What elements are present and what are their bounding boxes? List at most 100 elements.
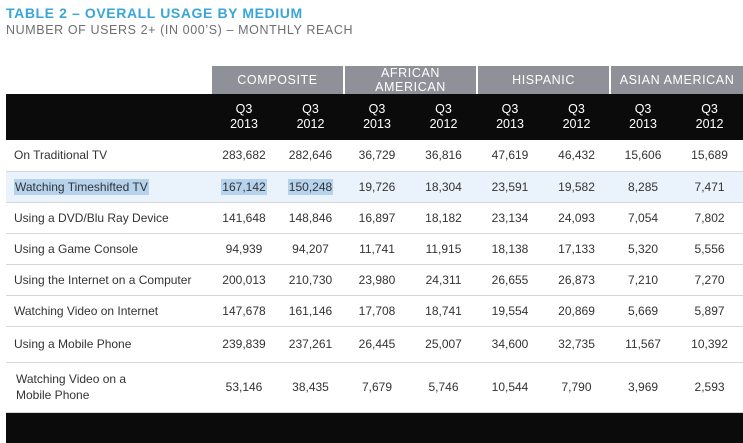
row-label: Using a DVD/Blu Ray Device <box>6 202 211 234</box>
table-cell: 17,708 <box>344 295 410 327</box>
table-row: Using a Game Console 94,939 94,207 11,74… <box>6 233 743 265</box>
row-label: On Traditional TV <box>6 140 211 172</box>
table-cell: 148,846 <box>277 202 344 234</box>
table-cell: 36,816 <box>410 140 478 172</box>
table-cell: 10,392 <box>676 326 743 363</box>
table-cell: 7,270 <box>676 264 743 296</box>
table-cell: 11,567 <box>610 326 677 363</box>
table-cell: 11,741 <box>344 233 410 265</box>
table-cell: 210,730 <box>277 264 344 296</box>
table-cell: 237,261 <box>277 326 344 363</box>
group-header-asian-american: ASIAN AMERICAN <box>609 66 743 94</box>
table-subtitle: NUMBER OF USERS 2+ (IN 000’S) – MONTHLY … <box>6 23 354 37</box>
table-cell: 5,897 <box>676 295 743 327</box>
row-label: Using a Mobile Phone <box>6 326 211 363</box>
table-cell: 23,134 <box>477 202 544 234</box>
table-cell: 15,606 <box>610 140 677 172</box>
table-row: Using a Mobile Phone 239,839 237,261 26,… <box>6 326 743 363</box>
table-cell: 32,735 <box>543 326 611 363</box>
table-cell: 18,741 <box>410 295 478 327</box>
table-cell: 150,248 <box>277 171 344 203</box>
selected-text[interactable]: Watching Timeshifted TV <box>14 178 149 195</box>
table-cell: 19,726 <box>344 171 410 203</box>
table-row: Watching Timeshifted TV 167,142 150,248 … <box>6 171 743 203</box>
table-cell: 7,054 <box>610 202 677 234</box>
table-title: TABLE 2 – OVERALL USAGE BY MEDIUM <box>6 5 303 21</box>
table-cell: 19,582 <box>543 171 611 203</box>
selected-text[interactable]: 150,248 <box>287 178 334 195</box>
table-cell: 7,471 <box>676 171 743 203</box>
table-cell: 3,969 <box>610 362 677 413</box>
table-cell: 2,593 <box>676 362 743 413</box>
table-cell: 10,544 <box>477 362 544 413</box>
table-cell: 5,320 <box>610 233 677 265</box>
row-label: Watching Timeshifted TV <box>6 171 211 203</box>
table-row: On Traditional TV 283,682 282,646 36,729… <box>6 140 743 172</box>
period-header-spacer <box>6 94 211 140</box>
table-cell: 26,873 <box>543 264 611 296</box>
table-cell: 167,142 <box>211 171 277 203</box>
period-header: Q3 2013 <box>477 94 544 140</box>
table-cell: 94,207 <box>277 233 344 265</box>
table-row: Using a DVD/Blu Ray Device 141,648 148,8… <box>6 202 743 234</box>
table-cell: 23,591 <box>477 171 544 203</box>
period-header: Q3 2012 <box>410 94 478 140</box>
table-cell: 46,432 <box>543 140 611 172</box>
table-cell: 11,915 <box>410 233 478 265</box>
table-cell: 23,980 <box>344 264 410 296</box>
group-header-african-american: AFRICAN AMERICAN <box>342 66 478 94</box>
row-label: Watching Video on Internet <box>6 295 211 327</box>
period-header: Q3 2012 <box>676 94 743 140</box>
table-cell: 20,869 <box>543 295 611 327</box>
table-cell: 147,678 <box>211 295 277 327</box>
usage-table: COMPOSITE AFRICAN AMERICAN HISPANIC ASIA… <box>6 66 743 443</box>
selected-text[interactable]: 167,142 <box>221 178 267 195</box>
table-cell: 5,746 <box>410 362 478 413</box>
table-row: Watching Video on a Mobile Phone 53,146 3… <box>6 362 743 413</box>
group-header-hispanic: HISPANIC <box>476 66 611 94</box>
table-cell: 7,679 <box>344 362 410 413</box>
table-cell: 18,304 <box>410 171 478 203</box>
table-cell: 5,556 <box>676 233 743 265</box>
table-cell: 25,007 <box>410 326 478 363</box>
table-cell: 53,146 <box>211 362 277 413</box>
table-cell: 200,013 <box>211 264 277 296</box>
table-footer-bar <box>6 412 743 443</box>
table-cell: 24,311 <box>410 264 478 296</box>
table-row: Watching Video on Internet 147,678 161,1… <box>6 295 743 327</box>
table-cell: 15,689 <box>676 140 743 172</box>
period-header: Q3 2013 <box>211 94 277 140</box>
table-cell: 283,682 <box>211 140 277 172</box>
table-cell: 7,210 <box>610 264 677 296</box>
table-cell: 7,802 <box>676 202 743 234</box>
period-header: Q3 2012 <box>277 94 344 140</box>
table-cell: 282,646 <box>277 140 344 172</box>
table-cell: 94,939 <box>211 233 277 265</box>
table-cell: 36,729 <box>344 140 410 172</box>
row-label: Watching Video on a Mobile Phone <box>6 362 211 413</box>
table-cell: 19,554 <box>477 295 544 327</box>
period-header: Q3 2013 <box>610 94 677 140</box>
table-cell: 26,655 <box>477 264 544 296</box>
table-cell: 38,435 <box>277 362 344 413</box>
group-header-composite: COMPOSITE <box>210 66 344 94</box>
table-cell: 239,839 <box>211 326 277 363</box>
table-cell: 7,790 <box>543 362 611 413</box>
table-cell: 34,600 <box>477 326 544 363</box>
period-header: Q3 2012 <box>543 94 611 140</box>
table-cell: 161,146 <box>277 295 344 327</box>
table-cell: 5,669 <box>610 295 677 327</box>
table-cell: 17,133 <box>543 233 611 265</box>
row-label: Using a Game Console <box>6 233 211 265</box>
row-label: Using the Internet on a Computer <box>6 264 211 296</box>
table-cell: 8,285 <box>610 171 677 203</box>
period-header: Q3 2013 <box>344 94 410 140</box>
table-cell: 18,182 <box>410 202 478 234</box>
table-cell: 16,897 <box>344 202 410 234</box>
table-row: Using the Internet on a Computer 200,013… <box>6 264 743 296</box>
table-cell: 47,619 <box>477 140 544 172</box>
header-spacer <box>6 66 211 94</box>
table-cell: 18,138 <box>477 233 544 265</box>
table-cell: 26,445 <box>344 326 410 363</box>
table-cell: 24,093 <box>543 202 611 234</box>
